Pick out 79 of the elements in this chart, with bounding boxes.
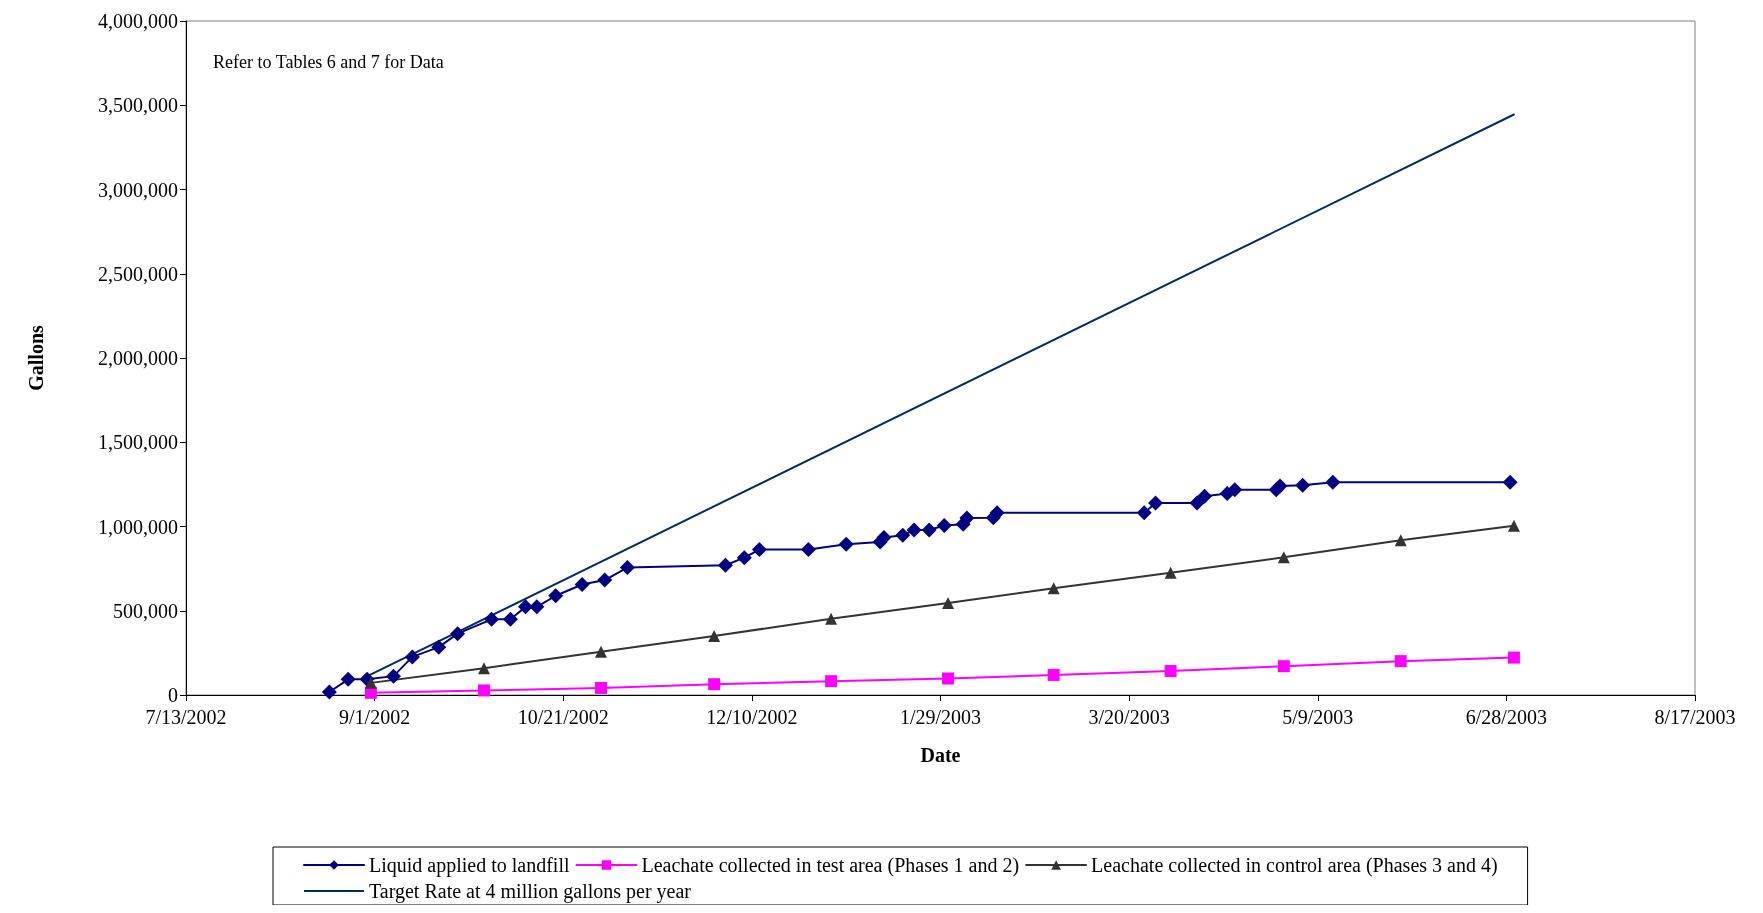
point	[619, 560, 635, 576]
point	[1272, 478, 1288, 494]
x-tick-label: 6/28/2003	[1465, 706, 1547, 728]
legend-label: Target Rate at 4 million gallons per year	[369, 880, 692, 903]
point	[708, 678, 721, 691]
point	[1047, 668, 1060, 681]
point	[736, 550, 752, 566]
point	[825, 612, 838, 625]
point	[1277, 660, 1290, 673]
point	[921, 522, 937, 538]
point	[597, 572, 613, 588]
point	[1164, 566, 1177, 579]
point	[1507, 519, 1520, 532]
x-tick-label: 7/13/2002	[145, 706, 227, 728]
point	[942, 597, 955, 609]
point	[1325, 474, 1341, 490]
point	[364, 676, 377, 689]
point	[321, 684, 337, 700]
point	[906, 522, 922, 538]
x-tick-label: 5/9/2003	[1282, 706, 1354, 728]
point	[942, 672, 955, 685]
point	[478, 684, 491, 697]
point	[1136, 505, 1152, 521]
point	[800, 542, 816, 558]
point	[895, 527, 911, 543]
point	[431, 639, 447, 655]
point	[385, 668, 401, 684]
point	[825, 675, 838, 688]
point	[936, 517, 952, 533]
y-tick-label: 1,000,000	[98, 515, 178, 538]
y-tick-label: 500,000	[113, 599, 178, 622]
point	[502, 611, 518, 627]
x-tick-label: 12/10/2002	[706, 706, 798, 728]
point	[751, 542, 767, 558]
point	[1227, 482, 1243, 498]
annotation: Refer to Tables 6 and 7 for Data	[213, 52, 444, 72]
y-axis-title: Gallons	[25, 325, 47, 391]
point	[717, 557, 733, 573]
point	[1148, 495, 1164, 511]
point	[574, 576, 590, 592]
point	[1394, 534, 1407, 547]
x-tick-label: 8/17/2003	[1654, 706, 1736, 728]
point	[1502, 474, 1518, 490]
point	[1277, 551, 1290, 564]
point	[450, 626, 466, 642]
x-tick-label: 3/20/2003	[1088, 706, 1170, 728]
point	[1197, 488, 1213, 504]
legend-label: Leachate collected in control area (Phases 3 and 4)	[1091, 854, 1498, 877]
x-tick-label: 10/21/2002	[517, 706, 609, 728]
y-tick-label: 1,500,000	[98, 431, 178, 454]
point	[838, 536, 854, 552]
point	[529, 599, 545, 615]
y-tick-label: 0	[168, 684, 178, 706]
legend-label: Liquid applied to landfill	[369, 854, 570, 877]
point	[484, 611, 500, 627]
y-tick-label: 2,500,000	[98, 262, 178, 285]
point	[594, 681, 607, 694]
point	[340, 671, 356, 687]
legend-label: Leachate collected in test area (Phases 1 and 2)	[641, 854, 1020, 877]
point	[518, 599, 534, 615]
y-tick-label: 4,000,000	[98, 10, 178, 32]
point	[1394, 655, 1407, 668]
point	[1507, 651, 1520, 664]
point	[708, 630, 721, 643]
point	[1295, 477, 1311, 493]
y-tick-label: 3,000,000	[98, 178, 178, 201]
x-tick-label: 1/29/2003	[899, 706, 982, 728]
y-tick-label: 2,000,000	[98, 347, 178, 369]
point	[404, 649, 420, 665]
point	[1189, 495, 1205, 511]
x-tick-label: 9/1/2002	[339, 706, 411, 728]
point	[478, 662, 491, 675]
point	[594, 645, 607, 658]
point	[1164, 665, 1177, 678]
x-axis-title: Date	[920, 744, 961, 766]
point	[876, 529, 892, 545]
point	[548, 588, 564, 604]
y-tick-label: 3,500,000	[98, 94, 178, 117]
point	[1047, 582, 1060, 595]
